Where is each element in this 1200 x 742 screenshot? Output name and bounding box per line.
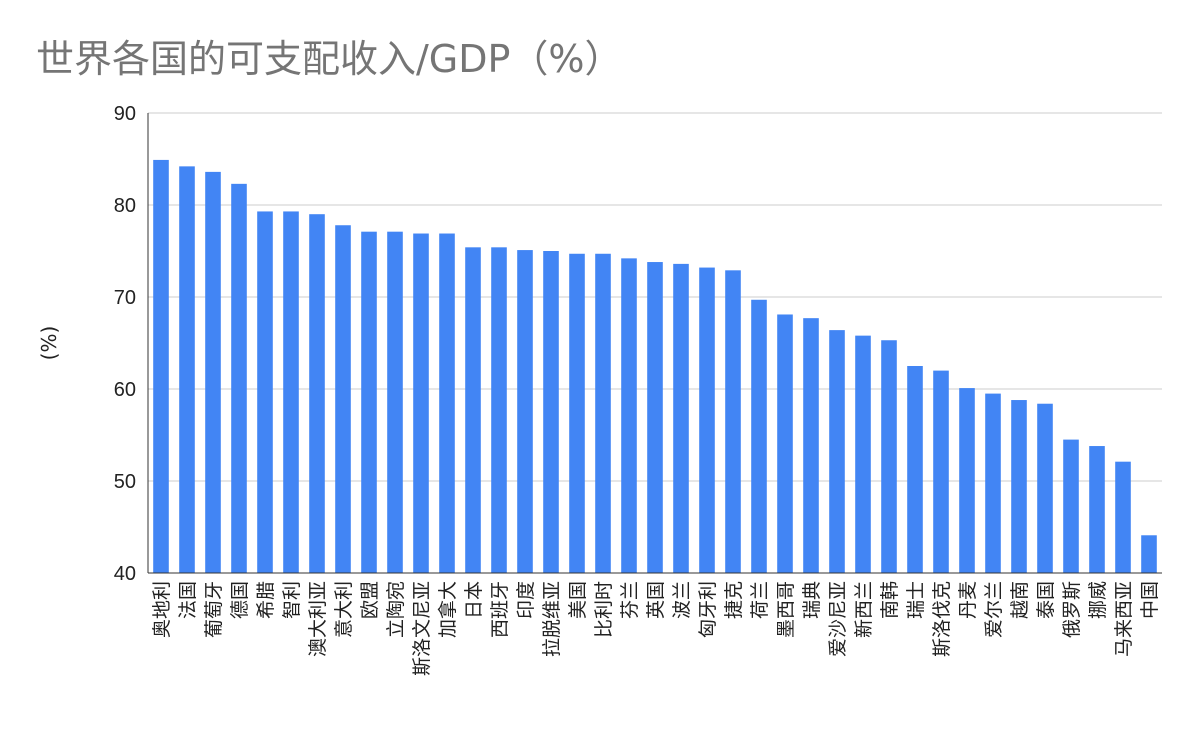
bar — [309, 214, 325, 573]
bar — [517, 250, 533, 573]
bar — [1115, 461, 1131, 573]
bars — [153, 159, 1157, 574]
bar — [335, 225, 351, 574]
x-category-label: 瑞士 — [905, 581, 927, 619]
bar — [881, 340, 897, 573]
x-category-label: 爱沙尼亚 — [827, 581, 849, 657]
x-category-label: 爱尔兰 — [983, 581, 1005, 638]
bar — [439, 233, 455, 573]
bar — [543, 251, 559, 573]
x-category-label: 匈牙利 — [697, 581, 719, 638]
y-tick-label: 50 — [114, 471, 136, 493]
chart-title: 世界各国的可支配收入/GDP（%） — [36, 37, 623, 81]
x-category-label: 泰国 — [1035, 581, 1057, 619]
bar — [829, 330, 845, 573]
x-category-label: 英国 — [645, 581, 667, 619]
bar — [413, 233, 429, 573]
bar — [699, 267, 715, 573]
bar — [491, 247, 507, 573]
bar — [387, 231, 403, 573]
bar — [231, 183, 247, 573]
bar — [1063, 439, 1079, 573]
x-category-label: 荷兰 — [749, 581, 771, 619]
bar — [1037, 403, 1053, 573]
bar — [959, 388, 975, 573]
x-category-label: 挪威 — [1087, 581, 1109, 619]
x-category-label: 拉脱维亚 — [541, 581, 563, 657]
x-category-label: 立陶宛 — [385, 581, 407, 638]
x-category-label: 南韩 — [879, 581, 901, 619]
x-category-label: 斯洛伐克 — [931, 581, 953, 657]
y-tick-label: 80 — [114, 195, 136, 217]
y-tick-label: 90 — [114, 103, 136, 125]
x-category-label: 比利时 — [593, 581, 615, 638]
x-category-labels: 奥地利 法国 葡萄牙 德国 希腊 智利 澳大利亚 意大利 欧盟 立陶宛 斯洛文尼亚 加拿大 日本 西班牙印… — [151, 581, 1161, 676]
bar — [907, 366, 923, 573]
bar — [595, 253, 611, 573]
bar — [1089, 446, 1105, 573]
x-category-label: 加拿大 — [436, 581, 459, 638]
x-category-label: 奥地利 — [151, 581, 173, 638]
axes — [147, 113, 1162, 574]
x-category-label: 越南 — [1009, 581, 1031, 619]
x-category-label: 法国 — [177, 581, 199, 619]
x-category-label: 葡萄牙 — [203, 581, 225, 638]
x-category-label: 波兰 — [671, 581, 693, 619]
x-category-label: 瑞典 — [801, 581, 823, 619]
x-category-label: 美国 — [567, 581, 589, 619]
bar — [179, 166, 195, 574]
x-category-label: 捷克 — [723, 581, 745, 619]
bar — [283, 211, 299, 573]
bar — [153, 159, 169, 574]
y-tick-label: 70 — [114, 287, 136, 309]
bar — [933, 370, 949, 573]
bar — [803, 318, 819, 573]
bar — [465, 247, 481, 573]
bar — [985, 393, 1001, 573]
y-axis-title: (%) — [37, 326, 61, 361]
x-category-label: 芬兰 — [619, 581, 641, 619]
bar — [205, 171, 221, 573]
bar — [777, 314, 793, 573]
bar — [855, 335, 871, 573]
bar — [621, 258, 637, 573]
x-category-label: 日本 — [463, 581, 485, 619]
bar — [1011, 400, 1027, 573]
bar — [569, 253, 585, 573]
x-category-label: 斯洛文尼亚 — [411, 581, 433, 676]
y-tick-label: 40 — [114, 563, 136, 585]
x-category-label: 澳大利亚 — [307, 581, 329, 657]
x-category-label: 印度 — [515, 581, 537, 619]
x-category-label: 马来西亚 — [1113, 581, 1135, 657]
bar — [725, 270, 741, 573]
bar — [751, 299, 767, 573]
x-category-label: 丹麦 — [957, 581, 979, 619]
x-category-label: 中国 — [1139, 581, 1161, 619]
x-category-label: 新西兰 — [853, 581, 875, 638]
bar — [647, 262, 663, 573]
y-tick-label: 60 — [114, 379, 136, 401]
x-category-label: 智利 — [281, 581, 303, 619]
x-category-label: 欧盟 — [359, 581, 381, 619]
bar — [257, 211, 273, 573]
x-category-label: 德国 — [229, 581, 251, 619]
bar — [673, 263, 689, 573]
x-category-label: 意大利 — [333, 581, 355, 638]
x-category-label: 西班牙 — [489, 581, 511, 638]
bar — [1141, 535, 1157, 573]
bar — [361, 231, 377, 573]
x-category-label: 俄罗斯 — [1061, 581, 1083, 638]
x-category-label: 墨西哥 — [775, 581, 797, 638]
y-tick-labels: 40 50 60 70 80 90 — [114, 103, 136, 585]
x-category-label: 希腊 — [255, 581, 277, 619]
